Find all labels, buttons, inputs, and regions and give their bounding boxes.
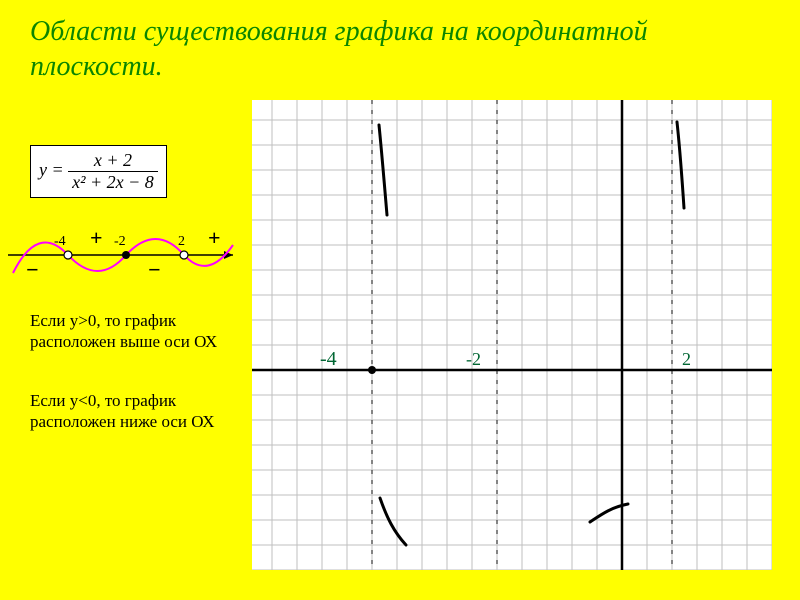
note-y-positive: Если у>0, то график расположен выше оси …	[30, 310, 240, 353]
formula-box: y = x + 2 x² + 2x − 8	[30, 145, 167, 198]
coordinate-grid: -4 -2 2	[252, 100, 772, 570]
tick-neg2: -2	[114, 234, 126, 249]
svg-text:+: +	[208, 225, 221, 250]
axis-label-2: 2	[682, 349, 691, 369]
svg-text:+: +	[90, 225, 103, 250]
svg-text:−: −	[148, 257, 161, 282]
page-title: Области существования графика на координ…	[0, 0, 800, 84]
axis-label-neg2: -2	[466, 349, 481, 369]
tick-neg4: -4	[54, 234, 66, 249]
tick-2: 2	[178, 234, 185, 249]
axis-label-neg4: -4	[320, 348, 337, 370]
note-y-negative: Если у<0, то график расположен ниже оси …	[30, 390, 240, 433]
formula-numerator: x + 2	[68, 150, 158, 172]
formula-lhs: y =	[39, 160, 64, 180]
formula-denominator: x² + 2x − 8	[68, 172, 158, 193]
svg-text:−: −	[26, 257, 39, 282]
sign-line-diagram: -4 -2 2 − + − +	[8, 215, 243, 285]
